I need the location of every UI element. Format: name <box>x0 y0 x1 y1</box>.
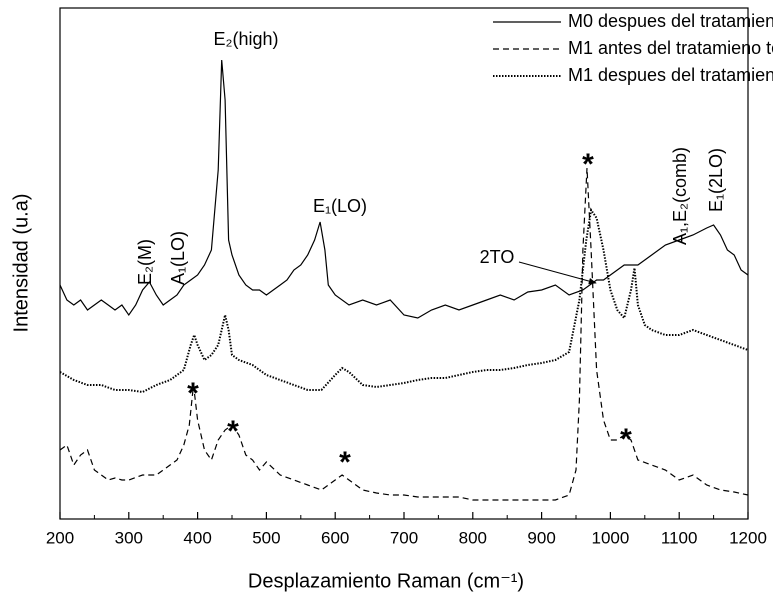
x-tick-label: 700 <box>390 528 418 547</box>
legend-label: M1 antes del tratamieno térmico <box>568 38 773 58</box>
x-tick-label: 1100 <box>661 528 698 547</box>
x-tick-label: 400 <box>183 528 211 547</box>
legend-label: M0 despues del tratamiento térmico <box>568 11 773 31</box>
x-tick-label: 1000 <box>591 528 629 547</box>
annotation-arrow <box>518 261 597 285</box>
series-line <box>59 167 749 501</box>
x-axis-label: Desplazamiento Raman (cm⁻¹) <box>248 570 524 592</box>
peak-marker: * <box>187 377 199 410</box>
x-tick-label: 300 <box>115 528 143 547</box>
x-tick-label: 800 <box>459 528 487 547</box>
annotation: A₁(LO) <box>168 231 188 285</box>
x-tick-label: 1200 <box>729 528 767 547</box>
legend-label: M1 despues del tratamiento térmico <box>568 65 773 85</box>
annotation: A₁,E₂(comb) <box>670 147 690 245</box>
peak-marker: * <box>339 446 351 479</box>
annotation: E₂(high) <box>213 29 278 49</box>
peak-marker: * <box>582 148 594 181</box>
annotation: E₂(M) <box>135 239 155 285</box>
peak-marker: * <box>620 423 632 456</box>
peak-marker: * <box>227 415 239 448</box>
y-axis-label: Intensidad (u.a) <box>10 194 32 333</box>
x-tick-label: 500 <box>252 528 280 547</box>
series-line <box>59 59 749 319</box>
x-tick-label: 600 <box>321 528 349 547</box>
series-line <box>59 207 749 394</box>
annotation: E₁(LO) <box>313 196 367 216</box>
x-tick-label: 900 <box>527 528 555 547</box>
x-tick-label: 200 <box>46 528 74 547</box>
annotation: 2TO <box>480 247 515 267</box>
annotation: E₁(2LO) <box>706 148 726 212</box>
